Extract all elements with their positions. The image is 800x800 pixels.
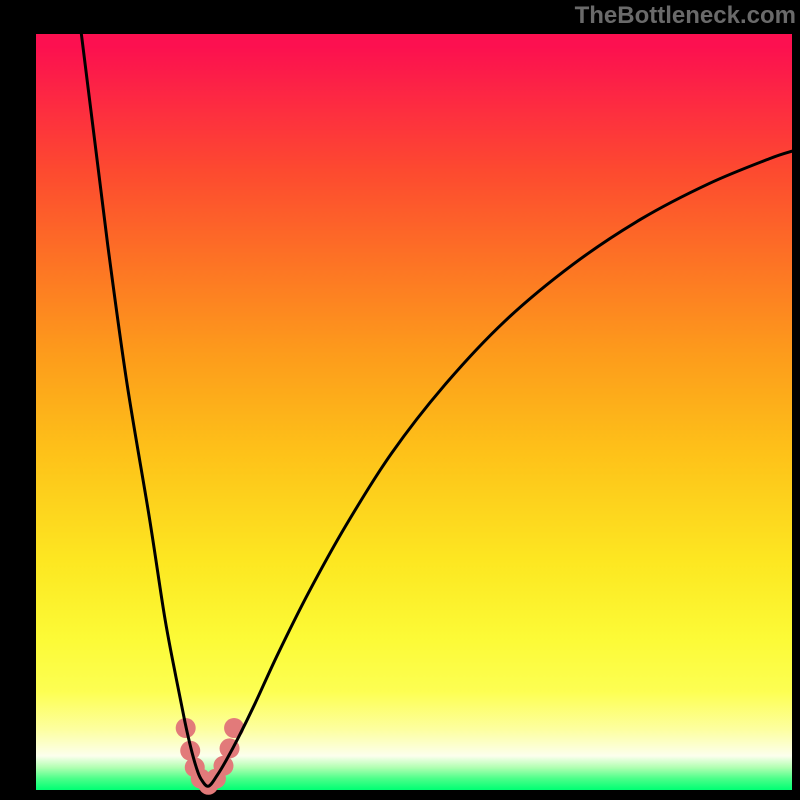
gradient-background [36, 34, 792, 790]
watermark-text: TheBottleneck.com [575, 2, 796, 30]
chart-container: TheBottleneck.com [0, 0, 800, 800]
